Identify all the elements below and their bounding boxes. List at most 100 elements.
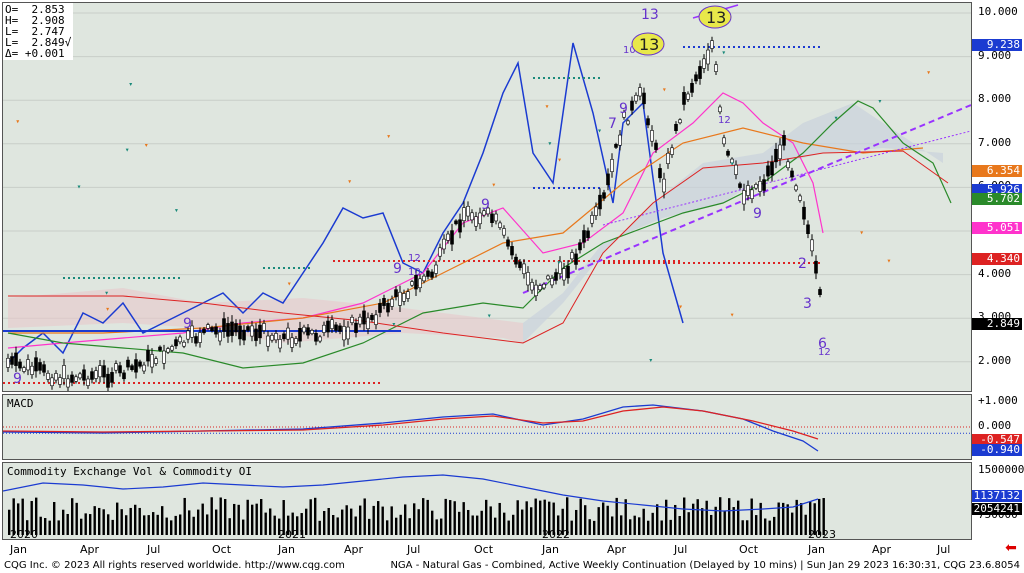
volume-bar (39, 516, 42, 535)
td-13-label: 13 (639, 35, 659, 54)
volume-bar (102, 509, 105, 535)
signal-marker (16, 120, 20, 124)
volume-bar (624, 499, 627, 535)
volume-bar (354, 516, 357, 535)
macd-tick-label: +1.000 (978, 394, 1018, 407)
volume-bar (548, 501, 551, 535)
volume-bar (363, 498, 366, 535)
volume-bar (359, 505, 362, 535)
price-bar-body (214, 326, 218, 335)
price-bar-body (398, 291, 402, 306)
volume-bar (116, 502, 119, 535)
volume-bar (71, 498, 74, 535)
signal-marker (598, 129, 602, 133)
volume-bar (503, 512, 506, 535)
price-bar-body (126, 359, 130, 368)
scroll-left-arrow-icon[interactable]: ⬅ (1005, 540, 1017, 556)
volume-canvas[interactable] (3, 463, 971, 539)
price-bar-body (654, 142, 658, 150)
price-bar-body (286, 327, 290, 340)
lower-cloud (8, 288, 523, 343)
volume-bar (408, 518, 411, 535)
copyright-text: CQG Inc. © 2023 All rights reserved worl… (4, 560, 345, 571)
signal-marker (125, 148, 129, 152)
sequence-number: 9 (753, 206, 762, 222)
instrument-info: NGA - Natural Gas - Combined, Active Wee… (390, 560, 1020, 571)
price-bar-body (218, 331, 222, 342)
price-bar-body (266, 335, 270, 347)
volume-bar (638, 517, 641, 535)
signal-marker (144, 143, 148, 147)
price-bar-body (694, 74, 698, 82)
volume-bar (381, 506, 384, 535)
signal-marker (860, 231, 864, 235)
macd-pane[interactable]: MACD (2, 394, 972, 460)
volume-bar (516, 500, 519, 535)
signal-marker (105, 291, 109, 295)
price-bar-body (666, 152, 670, 164)
volume-bar (264, 512, 267, 535)
volume-bar (255, 503, 258, 535)
volume-pane[interactable]: Commodity Exchange Vol & Commodity OI (2, 462, 972, 540)
macd-canvas[interactable] (3, 395, 971, 459)
price-bar-body (110, 372, 114, 383)
volume-bar (773, 516, 776, 535)
volume-bar (543, 499, 546, 535)
volume-bar (228, 518, 231, 535)
price-bar-body (250, 325, 254, 337)
blue-indicator-line (7, 42, 684, 364)
volume-bar (489, 506, 492, 535)
volume-bar (48, 520, 51, 535)
price-bar-body (142, 364, 146, 372)
price-bar-body (118, 365, 122, 374)
price-bar-body (114, 363, 118, 371)
price-bar-body (210, 327, 214, 332)
volume-bar (278, 518, 281, 535)
volume-bar (314, 497, 317, 535)
volume-bar (552, 502, 555, 535)
volume-bar (480, 510, 483, 535)
price-bar-body (350, 316, 354, 323)
sequence-number: 12 (818, 347, 831, 358)
price-bar-body (562, 268, 566, 281)
volume-bar (269, 508, 272, 535)
price-bar-body (190, 325, 194, 338)
volume-bar (336, 517, 339, 535)
volume-bar (642, 508, 645, 535)
volume-bar (300, 513, 303, 535)
price-bar-body (206, 324, 210, 329)
volume-bar (647, 520, 650, 535)
volume-bar (84, 513, 87, 535)
sequence-number: 9 (183, 316, 192, 332)
price-bar-body (378, 303, 382, 313)
volume-bar (138, 507, 141, 535)
price-bar-body (18, 361, 22, 369)
signal-marker (287, 282, 291, 286)
price-tick-label: 10.000 (978, 5, 1018, 18)
volume-bar (795, 499, 798, 535)
price-tag: 4.340 (972, 252, 1022, 265)
volume-bar (422, 498, 425, 535)
price-bar-body (518, 261, 522, 268)
price-bar-body (798, 195, 802, 201)
volume-bar (98, 507, 101, 535)
price-bar-body (438, 247, 442, 257)
month-label: Jan (808, 543, 825, 556)
price-bar-body (618, 134, 622, 146)
price-bar-body (10, 356, 14, 365)
price-chart-pane[interactable]: 9 9 9 10 9 12 7 9 10 13 12 9 2 3 6 12 13 13 O= 2.853 H= 2… (2, 2, 972, 392)
price-bar-body (674, 123, 678, 132)
price-bar-body (346, 326, 350, 340)
price-bar-body (302, 326, 306, 333)
volume-tag: 2054241 (972, 502, 1022, 515)
price-tag: 5.926 (972, 183, 1022, 196)
price-bar-body (386, 302, 390, 313)
volume-bar (665, 499, 668, 535)
price-bar-body (530, 282, 534, 291)
macd-title: MACD (7, 397, 34, 410)
price-bar-body (790, 170, 794, 178)
price-bar-body (34, 357, 38, 372)
price-bar-body (222, 318, 226, 332)
volume-bar (237, 504, 240, 535)
